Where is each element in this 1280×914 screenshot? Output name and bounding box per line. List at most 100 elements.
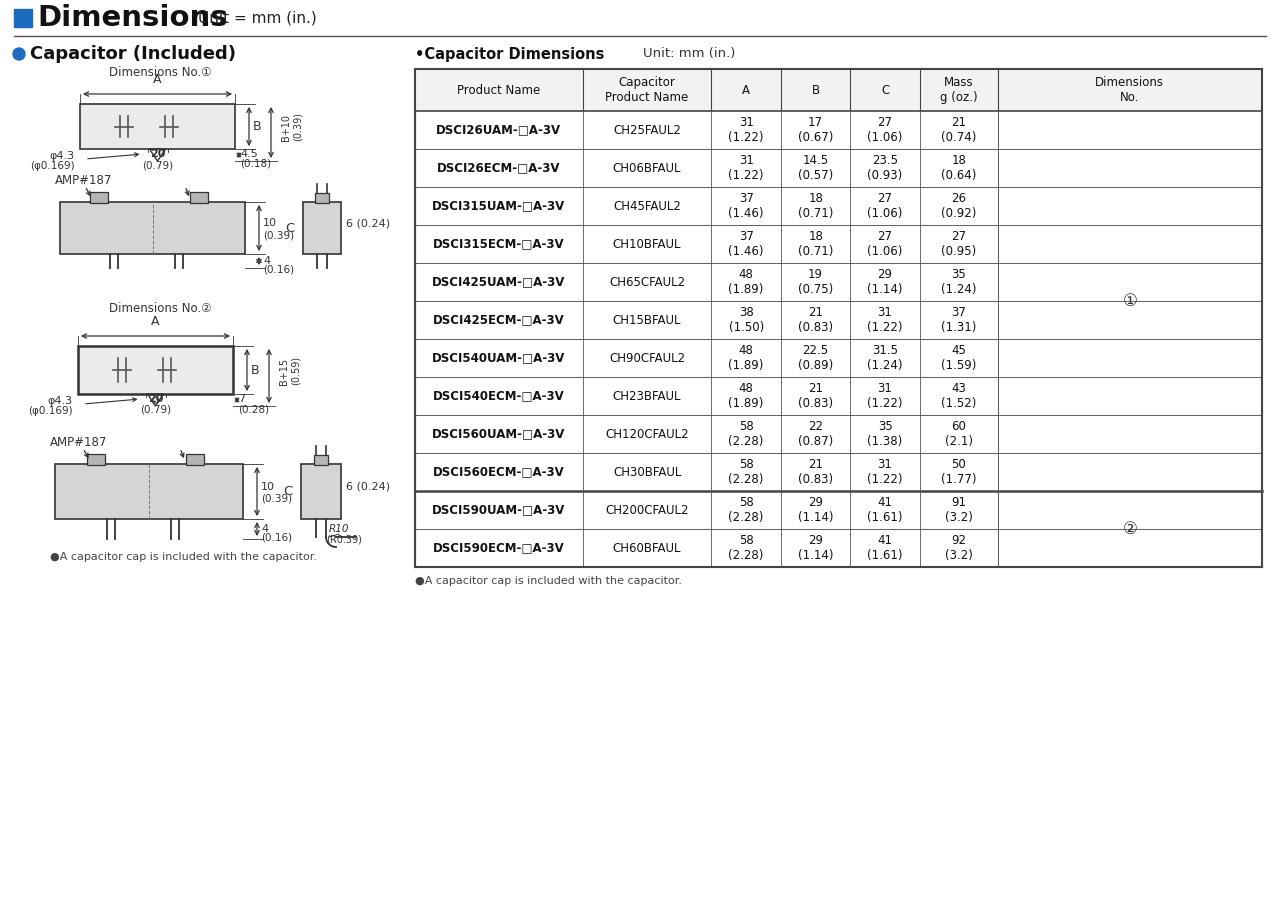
- Text: (0.39): (0.39): [261, 494, 292, 504]
- Text: 26
(0.92): 26 (0.92): [941, 192, 977, 220]
- Text: Mass
g (oz.): Mass g (oz.): [940, 76, 978, 104]
- Text: DSCI560UAM-□A-3V: DSCI560UAM-□A-3V: [433, 428, 566, 441]
- Text: 38
(1.50): 38 (1.50): [728, 306, 764, 334]
- Bar: [415, 301, 1262, 339]
- Text: 37
(1.31): 37 (1.31): [941, 306, 977, 334]
- Text: Dimensions
No.: Dimensions No.: [1096, 76, 1165, 104]
- Text: 48
(1.89): 48 (1.89): [728, 268, 764, 296]
- Text: CH200CFAUL2: CH200CFAUL2: [605, 504, 689, 516]
- Text: φ4.3: φ4.3: [47, 396, 73, 406]
- Bar: [415, 529, 1262, 567]
- Text: CH23BFAUL: CH23BFAUL: [613, 389, 681, 402]
- Circle shape: [13, 48, 26, 60]
- Text: CH30BFAUL: CH30BFAUL: [613, 465, 681, 479]
- Text: CH15BFAUL: CH15BFAUL: [613, 314, 681, 326]
- Bar: [87, 454, 105, 465]
- Text: 20: 20: [147, 394, 163, 404]
- Text: DSCI540UAM-□A-3V: DSCI540UAM-□A-3V: [433, 352, 566, 365]
- Text: CH10BFAUL: CH10BFAUL: [613, 238, 681, 250]
- Text: 60
(2.1): 60 (2.1): [945, 420, 973, 448]
- Text: AMP#187: AMP#187: [50, 435, 108, 449]
- Text: ●A capacitor cap is included with the capacitor.: ●A capacitor cap is included with the ca…: [50, 552, 317, 562]
- Text: 48
(1.89): 48 (1.89): [728, 344, 764, 372]
- Text: (φ0.169): (φ0.169): [28, 406, 73, 416]
- Text: Dimensions No.①: Dimensions No.①: [109, 66, 211, 79]
- Text: Unit: mm (in.): Unit: mm (in.): [643, 48, 736, 60]
- Text: (0.16): (0.16): [262, 265, 294, 275]
- Text: DSCI315UAM-□A-3V: DSCI315UAM-□A-3V: [433, 199, 566, 212]
- Text: DSCI590ECM-□A-3V: DSCI590ECM-□A-3V: [433, 541, 564, 555]
- Text: 21
(0.74): 21 (0.74): [941, 116, 977, 144]
- Text: 48
(1.89): 48 (1.89): [728, 382, 764, 410]
- Bar: [55, 464, 243, 519]
- Text: B: B: [812, 83, 819, 97]
- Text: 31
(1.22): 31 (1.22): [868, 382, 902, 410]
- Text: 22
(0.87): 22 (0.87): [797, 420, 833, 448]
- Text: 29
(1.14): 29 (1.14): [868, 268, 902, 296]
- Text: C: C: [283, 485, 292, 498]
- Text: Unit = mm (in.): Unit = mm (in.): [198, 10, 316, 26]
- Text: 21
(0.83): 21 (0.83): [797, 306, 833, 334]
- Text: CH25FAUL2: CH25FAUL2: [613, 123, 681, 136]
- Text: 6 (0.24): 6 (0.24): [346, 218, 390, 228]
- Text: 18
(0.71): 18 (0.71): [797, 192, 833, 220]
- Text: 22.5
(0.89): 22.5 (0.89): [797, 344, 833, 372]
- Text: CH45FAUL2: CH45FAUL2: [613, 199, 681, 212]
- Bar: [415, 225, 1262, 263]
- Text: 27
(1.06): 27 (1.06): [868, 116, 902, 144]
- Text: 58
(2.28): 58 (2.28): [728, 534, 764, 562]
- Text: ●A capacitor cap is included with the capacitor.: ●A capacitor cap is included with the ca…: [415, 576, 682, 586]
- Text: 58
(2.28): 58 (2.28): [728, 496, 764, 524]
- Text: 35
(1.38): 35 (1.38): [868, 420, 902, 448]
- Text: (0.18): (0.18): [241, 159, 271, 169]
- Text: (0.28): (0.28): [238, 404, 269, 414]
- Text: Capacitor (Included): Capacitor (Included): [29, 45, 236, 63]
- Text: 6 (0.24): 6 (0.24): [346, 482, 390, 492]
- Text: 41
(1.61): 41 (1.61): [868, 534, 902, 562]
- Text: 31
(1.22): 31 (1.22): [728, 116, 764, 144]
- Bar: [415, 339, 1262, 377]
- Text: 4: 4: [261, 524, 268, 534]
- Text: 14.5
(0.57): 14.5 (0.57): [797, 154, 833, 182]
- Bar: [78, 346, 233, 394]
- Text: 35
(1.24): 35 (1.24): [941, 268, 977, 296]
- Bar: [79, 104, 236, 149]
- Text: (φ0.169): (φ0.169): [31, 161, 76, 171]
- Text: 29
(1.14): 29 (1.14): [797, 534, 833, 562]
- Bar: [303, 202, 340, 254]
- Bar: [415, 453, 1262, 491]
- Bar: [189, 192, 207, 203]
- Text: 23.5
(0.93): 23.5 (0.93): [868, 154, 902, 182]
- Text: 27
(0.95): 27 (0.95): [941, 230, 977, 258]
- Bar: [415, 111, 1262, 149]
- Text: AMP#187: AMP#187: [55, 174, 113, 186]
- Text: CH90CFAUL2: CH90CFAUL2: [609, 352, 685, 365]
- Text: CH60BFAUL: CH60BFAUL: [613, 541, 681, 555]
- Bar: [415, 187, 1262, 225]
- Bar: [90, 192, 108, 203]
- Bar: [415, 69, 1262, 111]
- Text: •Capacitor Dimensions: •Capacitor Dimensions: [415, 47, 604, 61]
- Text: Dimensions No.②: Dimensions No.②: [109, 303, 211, 315]
- Text: ②: ②: [1123, 520, 1138, 538]
- Text: Product Name: Product Name: [457, 83, 540, 97]
- Bar: [301, 464, 340, 519]
- Text: B: B: [251, 364, 260, 377]
- Text: A: A: [742, 83, 750, 97]
- Text: (0.79): (0.79): [140, 405, 172, 415]
- Bar: [14, 9, 32, 27]
- Text: B: B: [253, 120, 261, 133]
- Text: Capacitor
Product Name: Capacitor Product Name: [605, 76, 689, 104]
- Text: 27
(1.06): 27 (1.06): [868, 230, 902, 258]
- Text: C: C: [881, 83, 890, 97]
- Text: 37
(1.46): 37 (1.46): [728, 230, 764, 258]
- Text: 31
(1.22): 31 (1.22): [868, 458, 902, 486]
- Text: 37
(1.46): 37 (1.46): [728, 192, 764, 220]
- Text: CH65CFAUL2: CH65CFAUL2: [609, 275, 685, 289]
- Bar: [314, 455, 328, 465]
- Text: B+10
(0.39): B+10 (0.39): [282, 112, 302, 141]
- Text: 19
(0.75): 19 (0.75): [797, 268, 833, 296]
- Text: 45
(1.59): 45 (1.59): [941, 344, 977, 372]
- Text: DSCI590UAM-□A-3V: DSCI590UAM-□A-3V: [433, 504, 566, 516]
- Text: DSCI315ECM-□A-3V: DSCI315ECM-□A-3V: [433, 238, 564, 250]
